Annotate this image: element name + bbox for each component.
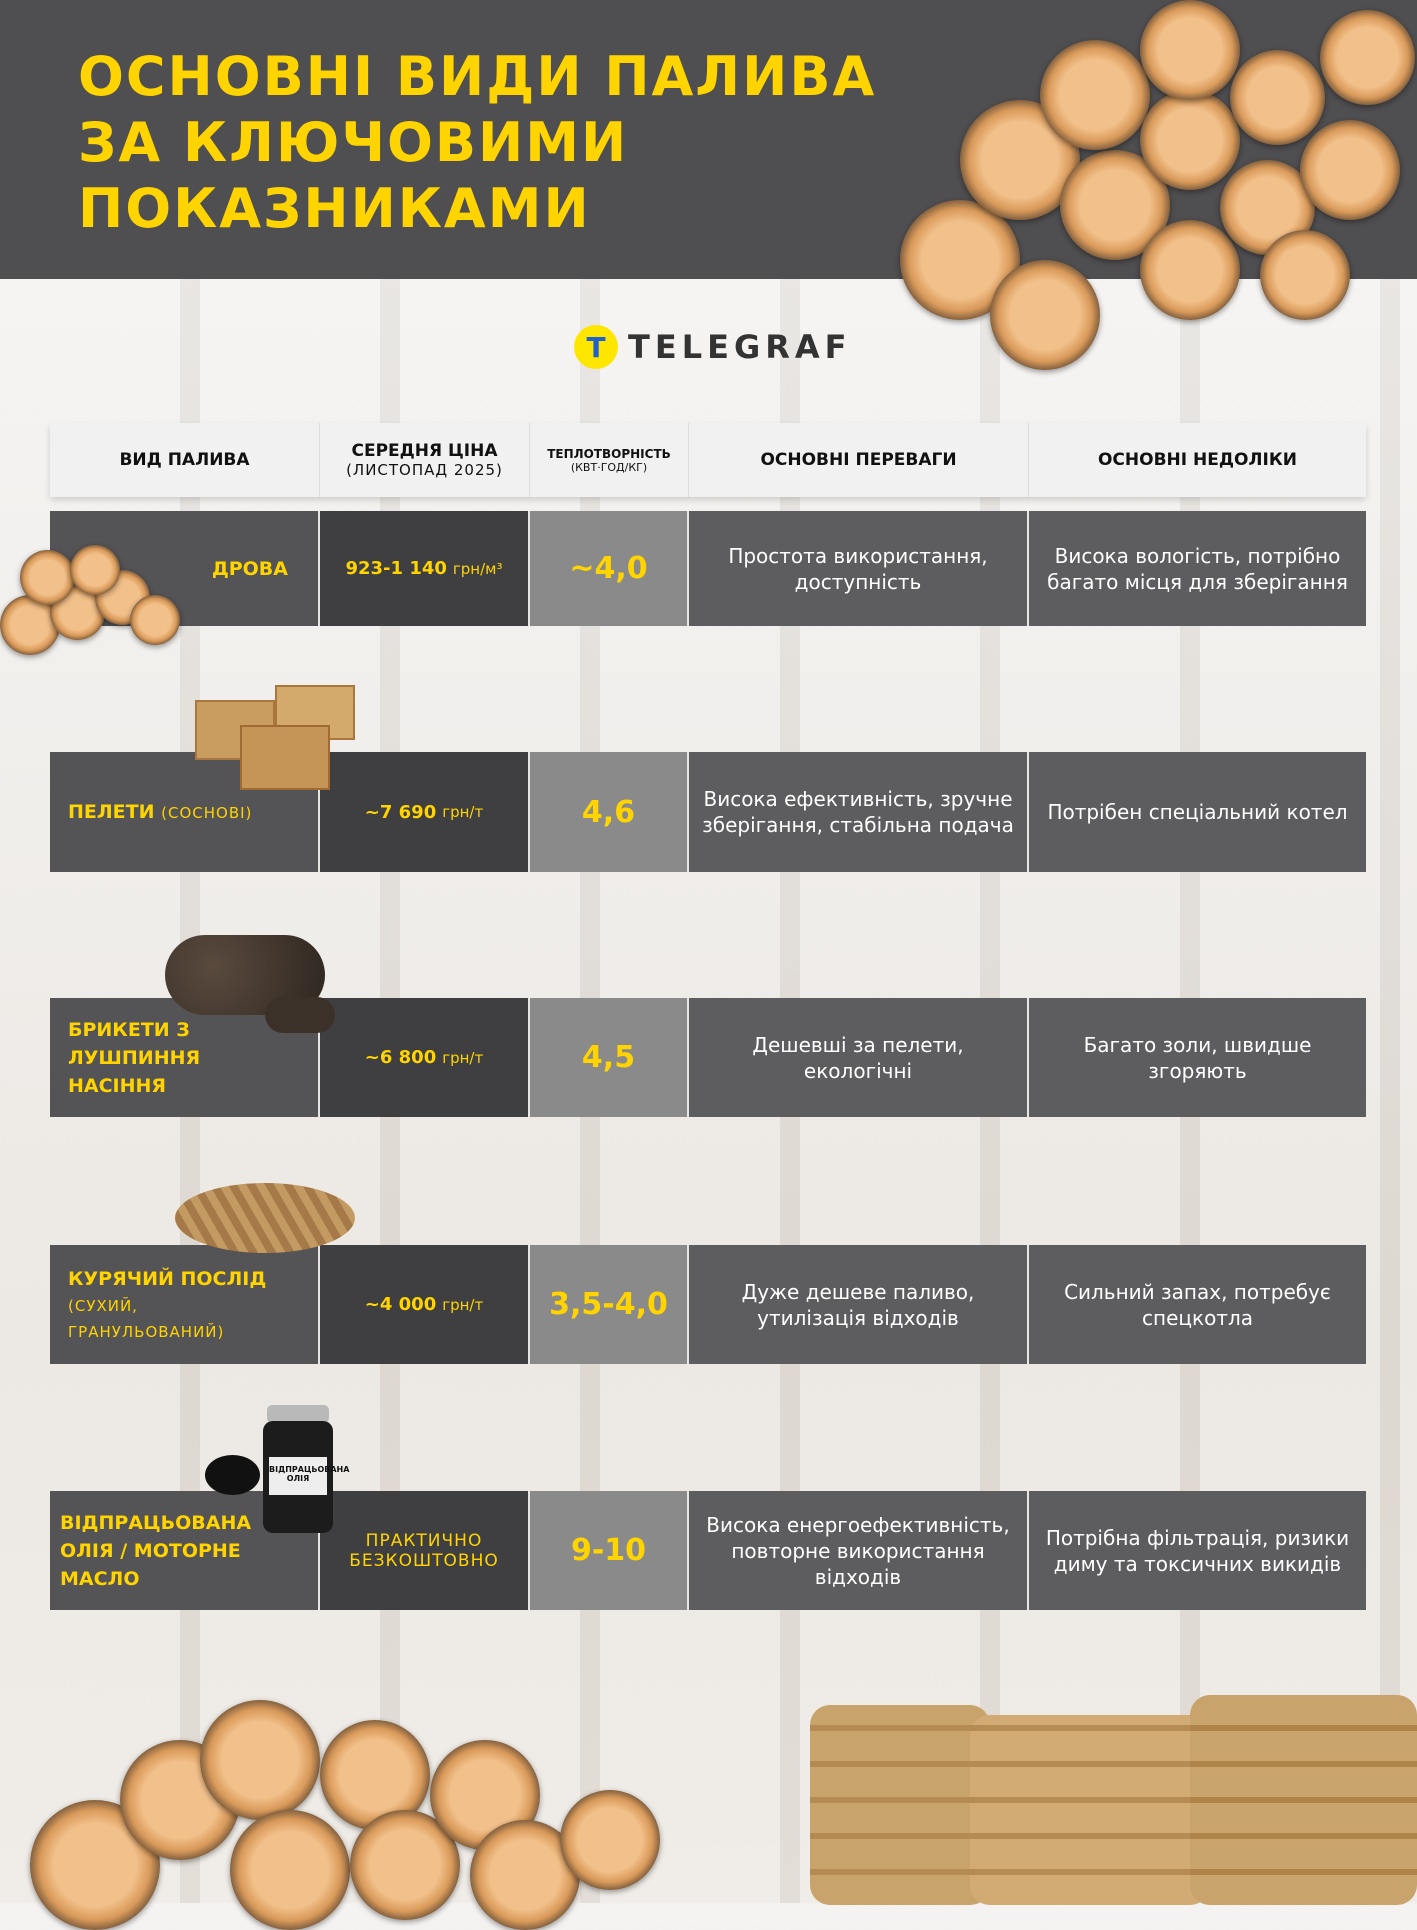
table-row: ДРОВА 923-1 140 грн/м³ ~4,0 Простота вико… — [50, 511, 1366, 626]
heat-value-cell: 4,6 — [530, 752, 689, 872]
cons-cell: Сильний запах, потребує спецкотла — [1029, 1245, 1366, 1364]
pros-cell: Дешевші за пелети, екологічні — [689, 998, 1029, 1117]
table-row: ПЕЛЕТИ (СОСНОВІ) ~7 690 грн/т 4,6 Висока … — [50, 752, 1366, 872]
heat-value-cell: 4,5 — [530, 998, 689, 1117]
telegraf-logo: T TELEGRAF — [574, 325, 851, 369]
title-line: ЗА КЛЮЧОВИМИ — [78, 111, 629, 174]
oil-jar-image: ВІДПРАЦЬОВАНА ОЛІЯ — [205, 1405, 349, 1535]
cons-cell: Потрібен спеціальний котел — [1029, 752, 1366, 872]
page-title: ОСНОВНІ ВИДИ ПАЛИВА ЗА КЛЮЧОВИМИ ПОКАЗНИ… — [78, 44, 958, 242]
pellet-pallets-image — [195, 685, 360, 800]
telegraf-logo-text: TELEGRAF — [628, 328, 852, 366]
price-cell: ~6 800 грн/т — [320, 998, 530, 1117]
header-cons: ОСНОВНІ НЕДОЛІКИ — [1029, 423, 1366, 497]
fuel-name-cell: КУРЯЧИЙ ПОСЛІД (СУХИЙ, ГРАНУЛЬОВАНИЙ) — [50, 1245, 320, 1364]
header-heat-value: ТЕПЛОТВОРНІСТЬ (КВТ·ГОД/КГ) — [530, 423, 689, 497]
table-header: ВИД ПАЛИВА СЕРЕДНЯ ЦІНА (ЛИСТОПАД 2025) Т… — [50, 423, 1366, 497]
header-price: СЕРЕДНЯ ЦІНА (ЛИСТОПАД 2025) — [320, 423, 530, 497]
title-line: ПОКАЗНИКАМИ — [78, 177, 591, 240]
cons-cell: Багато золи, швидше згоряють — [1029, 998, 1366, 1117]
title-line: ОСНОВНІ ВИДИ ПАЛИВА — [78, 45, 877, 108]
firewood-bottom-image — [0, 1680, 730, 1930]
price-cell: ~7 690 грн/т — [320, 752, 530, 872]
firewood-pile-image — [880, 0, 1417, 410]
pros-cell: Дуже дешеве паливо, утилізація відходів — [689, 1245, 1029, 1364]
price-cell: ПРАКТИЧНО БЕЗКОШТОВНО — [320, 1491, 530, 1610]
firewood-small-image — [0, 545, 190, 665]
table-row: ВІДПРАЦЬОВАНА ОЛІЯ / МОТОРНЕ МАСЛО ПРАКТ… — [50, 1491, 1366, 1610]
cons-cell: Висока вологість, потрібно багато місця … — [1029, 511, 1366, 626]
fuel-name-cell: ВІДПРАЦЬОВАНА ОЛІЯ / МОТОРНЕ МАСЛО — [50, 1491, 320, 1610]
pros-cell: Висока ефективність, зручне зберігання, … — [689, 752, 1029, 872]
pros-cell: Простота використання, доступність — [689, 511, 1029, 626]
heat-value-cell: ~4,0 — [530, 511, 689, 626]
heat-value-cell: 9-10 — [530, 1491, 689, 1610]
telegraf-logo-icon: T — [574, 325, 618, 369]
briquette-image — [165, 935, 335, 1035]
pellet-bags-image — [810, 1685, 1417, 1905]
pros-cell: Висока енергоефективність, повторне вико… — [689, 1491, 1029, 1610]
table-row: КУРЯЧИЙ ПОСЛІД (СУХИЙ, ГРАНУЛЬОВАНИЙ) ~4 … — [50, 1245, 1366, 1364]
price-cell: ~4 000 грн/т — [320, 1245, 530, 1364]
table-row: БРИКЕТИ З ЛУШПИННЯ НАСІННЯ ~6 800 грн/т 4… — [50, 998, 1366, 1117]
price-cell: 923-1 140 грн/м³ — [320, 511, 530, 626]
heat-value-cell: 3,5-4,0 — [530, 1245, 689, 1364]
chicken-manure-pellets-image — [175, 1183, 355, 1253]
header-pros: ОСНОВНІ ПЕРЕВАГИ — [689, 423, 1029, 497]
cons-cell: Потрібна фільтрація, ризики диму та токс… — [1029, 1491, 1366, 1610]
jar-label: ВІДПРАЦЬОВАНА ОЛІЯ — [269, 1457, 349, 1495]
header-fuel-type: ВИД ПАЛИВА — [50, 423, 320, 497]
